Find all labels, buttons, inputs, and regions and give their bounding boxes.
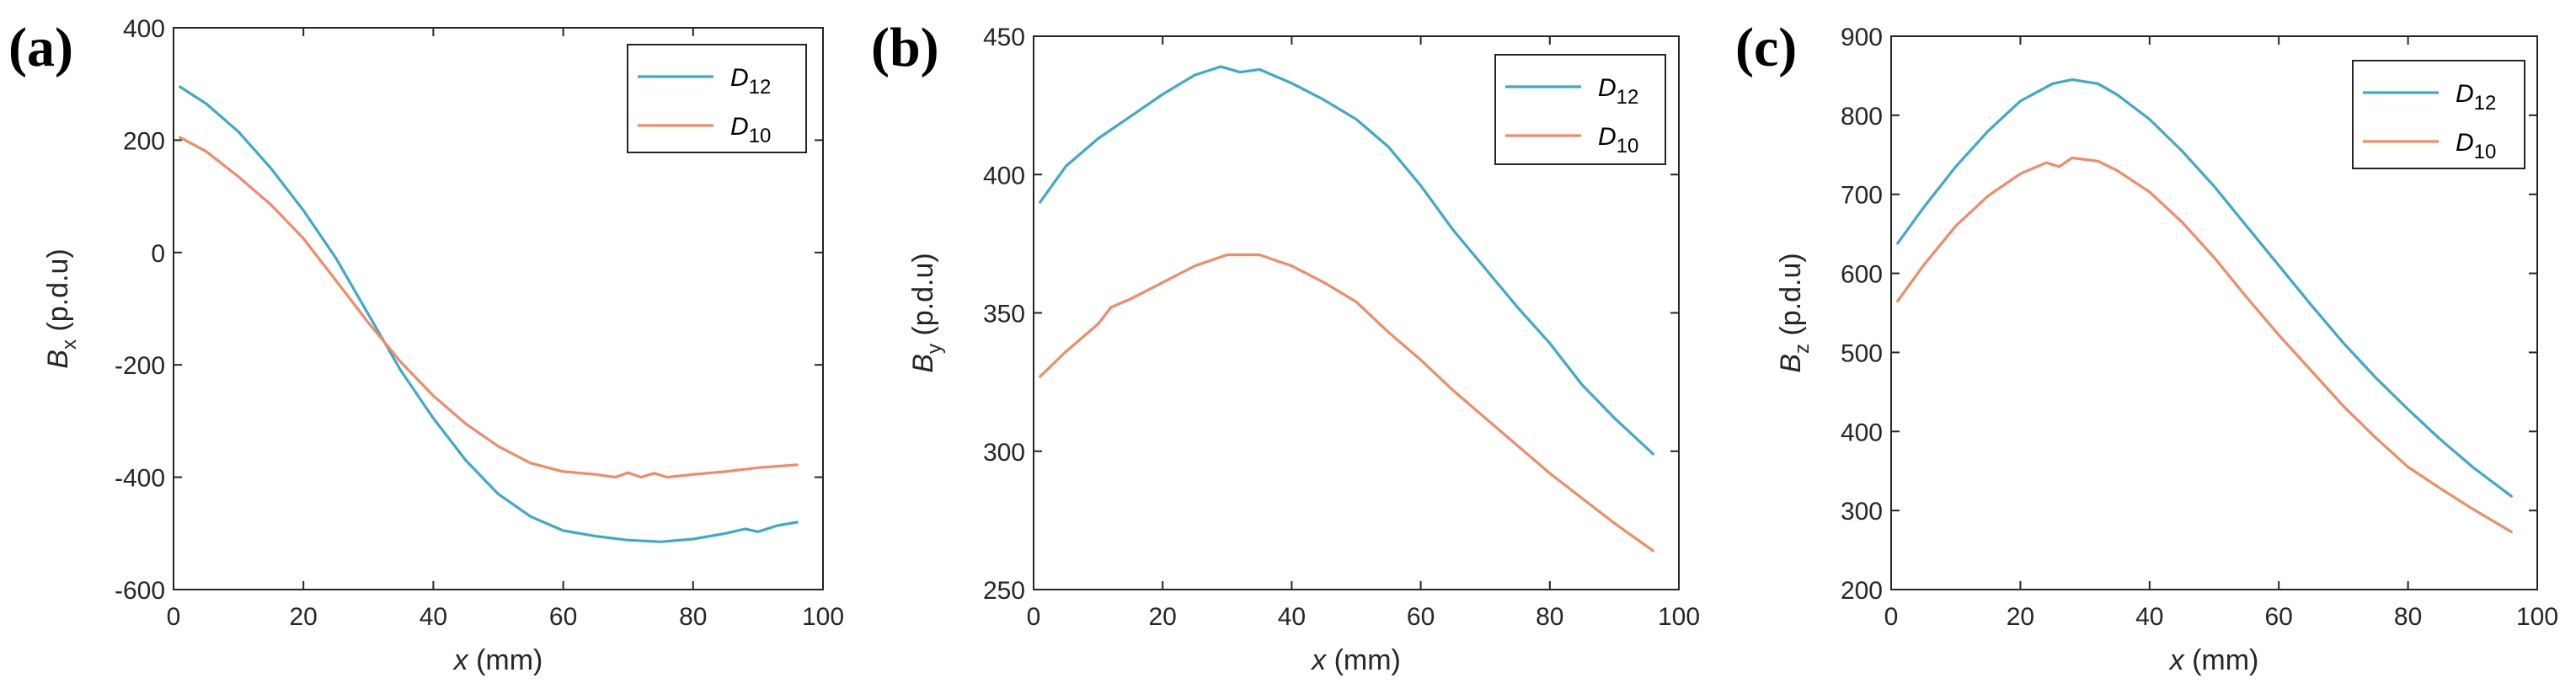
x-tick-label: 20: [290, 603, 318, 631]
y-tick-label: -200: [115, 352, 165, 380]
x-axis-label-var: x: [1310, 644, 1327, 676]
series-line-D12: [1039, 65, 1655, 456]
legend-label-var: D: [730, 113, 749, 141]
plot-frame: [173, 27, 824, 590]
legend-label-D12: D12: [730, 64, 771, 99]
y-axis-label-var: B: [907, 354, 939, 373]
y-tick-label: 450: [983, 24, 1025, 51]
legend-box: [627, 44, 807, 153]
y-axis-label: Bz (p.d.u): [1775, 253, 1814, 372]
x-tick-label: 20: [2007, 603, 2034, 631]
y-axis-label-unit: (p.d.u): [42, 248, 74, 339]
x-tick-label: 100: [2516, 603, 2558, 631]
y-tick-label: 350: [983, 301, 1025, 328]
x-tick-label: 100: [802, 603, 844, 631]
plot-frame: [1890, 35, 2538, 590]
y-tick-label: 500: [1841, 339, 1883, 367]
legend-label-sub: 10: [2474, 141, 2497, 163]
y-tick-label: -600: [115, 577, 165, 605]
y-tick-label: 600: [1841, 261, 1883, 289]
legend-label-var: D: [1598, 123, 1617, 151]
y-axis-label-unit: (p.d.u): [907, 253, 939, 344]
x-tick-label: 60: [549, 603, 577, 631]
series-line-D10: [1039, 253, 1655, 553]
y-axis-label-var: B: [1775, 354, 1807, 373]
legend-label-var: D: [730, 64, 749, 92]
panel-label: (c): [1735, 17, 1797, 78]
y-axis-label-sub: x: [58, 339, 81, 350]
y-tick-label: 200: [1841, 577, 1883, 605]
y-axis-label: Bx (p.d.u): [42, 248, 81, 368]
y-tick-label: 400: [983, 162, 1025, 190]
legend-label-D10: D10: [1598, 123, 1638, 157]
series-line-D12: [179, 85, 799, 543]
y-axis-label-unit: (p.d.u): [1775, 253, 1807, 344]
y-axis-label-var: B: [42, 350, 74, 369]
x-tick-label: 60: [2265, 603, 2293, 631]
x-axis-label-var: x: [452, 644, 469, 676]
x-tick-label: 80: [1536, 603, 1563, 631]
x-tick-label: 40: [1278, 603, 1306, 631]
y-tick-label: 300: [983, 439, 1025, 467]
y-tick-label: -400: [115, 465, 165, 493]
x-tick-label: 20: [1149, 603, 1177, 631]
legend-label-D10: D10: [730, 113, 771, 147]
legend-label-var: D: [1598, 74, 1617, 102]
legend-label-D10: D10: [2456, 129, 2496, 163]
x-tick-label: 0: [1884, 603, 1899, 631]
x-tick-label: 0: [1027, 603, 1041, 631]
series-line-D12: [1896, 77, 2513, 498]
y-axis-label-sub: z: [1791, 344, 1814, 354]
legend-label-sub: 10: [749, 125, 772, 147]
y-tick-label: 700: [1841, 182, 1883, 210]
y-axis-label-sub: y: [923, 344, 946, 354]
x-tick-label: 40: [2135, 603, 2163, 631]
y-tick-label: 0: [151, 240, 165, 268]
x-tick-label: 100: [1658, 603, 1700, 631]
x-tick-label: 60: [1407, 603, 1435, 631]
y-tick-label: 250: [983, 577, 1025, 605]
legend-label-var: D: [2456, 129, 2474, 157]
legend-label-var: D: [2456, 80, 2474, 108]
y-tick-label: 800: [1841, 103, 1883, 131]
x-axis-label-unit: (mm): [1326, 644, 1401, 676]
x-tick-label: 80: [2394, 603, 2422, 631]
series-line-D10: [179, 136, 799, 479]
chart-panel-3: (c) 0 20 40 60 80 100 200 300 400 500 600 700 800 900 x…: [1735, 17, 2558, 676]
legend-box: [1494, 54, 1666, 165]
legend-label-sub: 12: [1617, 86, 1639, 109]
x-axis-label-var: x: [2168, 644, 2185, 676]
x-tick-label: 0: [167, 603, 181, 631]
x-axis-label: x (mm): [452, 644, 543, 676]
series-line-D10: [1896, 156, 2513, 534]
chart-panel-1: (a) 0 20 40 60 80 100 -600 -400 -200 0 200 400 x (mm)…: [8, 15, 844, 676]
x-axis-label: x (mm): [1310, 644, 1401, 676]
x-tick-label: 80: [679, 603, 707, 631]
y-axis-label: By (p.d.u): [907, 253, 946, 372]
y-tick-label: 200: [123, 127, 165, 155]
x-axis-label-unit: (mm): [2184, 644, 2259, 676]
panel-label: (a): [8, 17, 73, 78]
legend-label-D12: D12: [1598, 74, 1638, 109]
legend-label-sub: 10: [1617, 135, 1639, 157]
y-tick-label: 900: [1841, 24, 1883, 51]
panel-label: (b): [871, 17, 939, 78]
legend-label-D12: D12: [2456, 80, 2496, 115]
x-axis-label-unit: (mm): [468, 644, 543, 676]
legend-box: [2352, 60, 2525, 169]
legend-label-sub: 12: [749, 76, 772, 99]
x-tick-label: 40: [420, 603, 447, 631]
y-tick-label: 400: [1841, 419, 1883, 446]
y-tick-label: 300: [1841, 498, 1883, 526]
chart-panel-2: (b) 0 20 40 60 80 100 250 300 350 400 450 x (mm) By (…: [871, 17, 1700, 676]
legend-label-sub: 12: [2474, 92, 2497, 115]
x-axis-label: x (mm): [2168, 644, 2259, 676]
y-tick-label: 400: [123, 15, 165, 43]
